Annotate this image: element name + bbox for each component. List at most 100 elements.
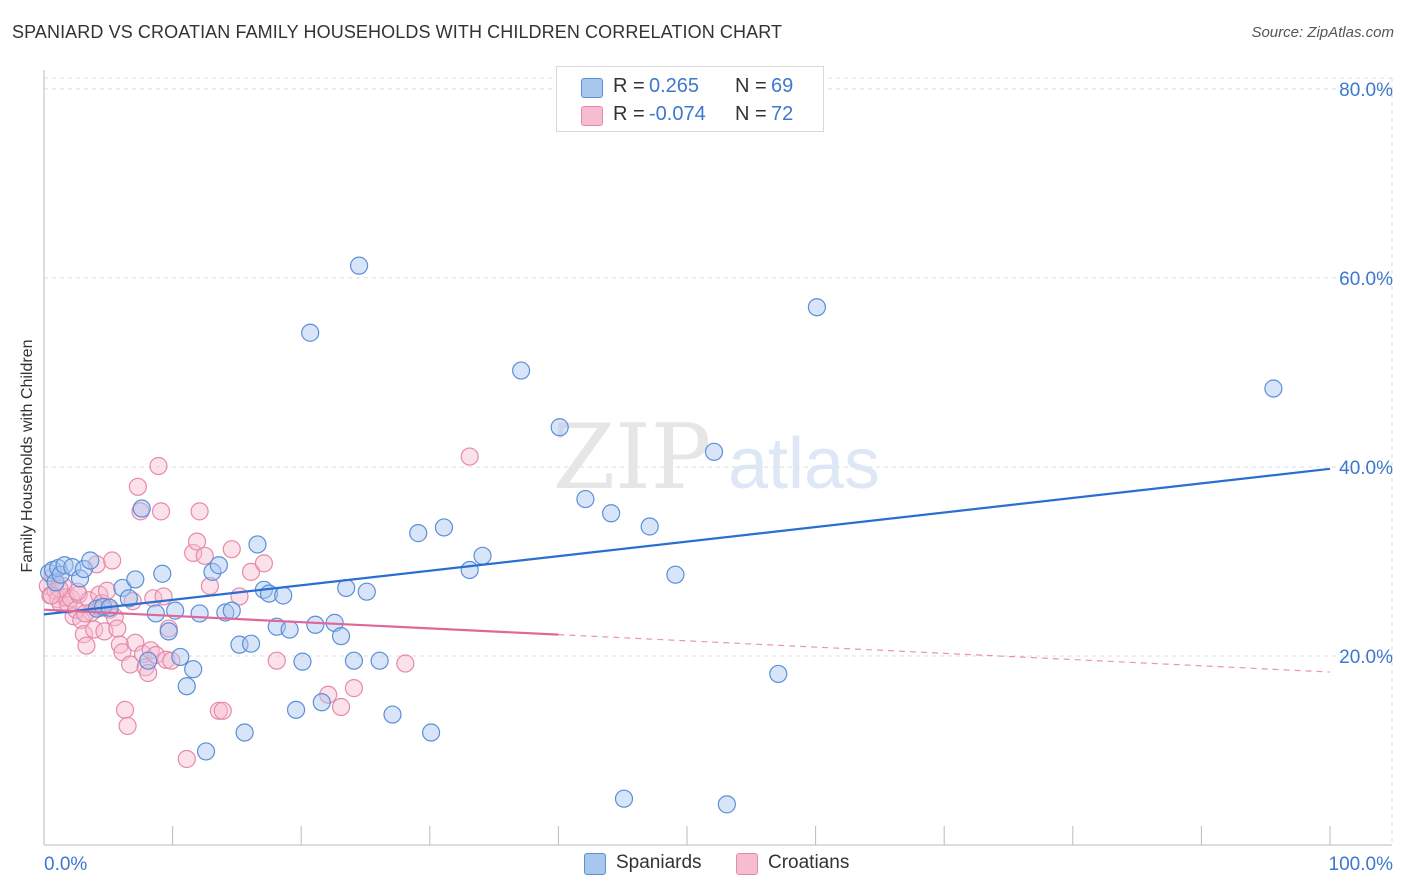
legend-label: Croatians <box>768 852 850 873</box>
source-label: Source: ZipAtlas.com <box>1251 24 1394 41</box>
croatian-point <box>241 562 261 581</box>
croatian-point <box>97 581 117 600</box>
croatian-point <box>103 551 122 570</box>
n-value: 69 <box>771 75 794 97</box>
watermark-atlas: atlas <box>728 424 880 504</box>
spaniard-point <box>196 742 216 761</box>
spaniard-point <box>81 551 100 570</box>
croatians-trend-line-extension <box>558 634 1331 673</box>
croatian-point <box>149 456 168 476</box>
croatian-point <box>157 650 176 669</box>
croatians-trend-line <box>43 608 559 636</box>
spaniard-point <box>209 556 228 575</box>
spaniard-point <box>409 524 428 543</box>
spaniard-point <box>146 604 165 623</box>
axes <box>43 70 1392 846</box>
croatian-point <box>187 532 207 551</box>
spaniard-point <box>113 578 132 598</box>
trend-lines <box>43 467 1331 673</box>
croatian-point <box>74 625 93 644</box>
spaniard-point <box>235 723 254 742</box>
croatian-point <box>77 636 96 655</box>
croatians-swatch <box>736 853 758 875</box>
chart-title: SPANIARD VS CROATIAN FAMILY HOUSEHOLDS W… <box>12 22 783 42</box>
spaniard-point <box>769 664 788 684</box>
spaniard-point <box>126 570 145 589</box>
croatian-point <box>396 654 415 673</box>
spaniard-point <box>312 693 331 712</box>
croatian-point <box>115 700 135 719</box>
spaniard-point <box>293 652 312 671</box>
croatian-point <box>319 685 338 704</box>
croatians-swatch <box>581 106 603 126</box>
spaniard-point <box>274 586 293 605</box>
y-axis-label: Family Households with Children <box>19 339 36 573</box>
r-value: -0.074 <box>649 103 706 125</box>
spaniard-point <box>184 660 203 679</box>
n-label: N = <box>735 75 767 97</box>
croatian-point <box>184 543 203 563</box>
spaniard-point <box>159 622 178 641</box>
spaniard-point <box>139 651 158 670</box>
stats-row-spaniards: R = 0.265 N = 69 <box>557 73 823 101</box>
spaniard-point <box>383 705 402 724</box>
spaniard-point <box>203 562 222 581</box>
n-value: 72 <box>771 103 794 125</box>
croatian-point <box>177 749 196 769</box>
spaniard-point <box>602 504 621 523</box>
croatian-point <box>344 679 364 698</box>
spaniard-point <box>1264 379 1283 398</box>
croatian-point <box>151 502 171 521</box>
spaniard-point <box>357 582 376 601</box>
watermark-zip: ZIP <box>553 405 712 510</box>
spaniard-point <box>248 535 267 554</box>
spaniard-point <box>344 651 364 670</box>
croatian-point <box>331 697 351 717</box>
y-tick-label: 60.0% <box>1339 269 1393 290</box>
r-label: R = <box>613 103 645 125</box>
stats-legend: R = 0.265 N = 69 R = -0.074 N = 72 <box>556 66 824 132</box>
spaniard-point <box>614 789 634 808</box>
spaniard-point <box>190 604 209 623</box>
spaniard-point <box>331 627 351 646</box>
spaniard-point <box>153 564 172 583</box>
spaniard-point <box>70 569 90 588</box>
spaniard-point <box>286 700 306 719</box>
croatian-point <box>209 701 228 720</box>
spaniard-point <box>370 651 389 670</box>
y-tick-label: 40.0% <box>1339 458 1393 479</box>
y-tick-labels: 20.0% 40.0% 60.0% 80.0% <box>1339 80 1393 668</box>
spaniard-point <box>640 517 659 536</box>
croatian-point <box>162 651 181 670</box>
x-tick-labels: 0.0% 100.0% <box>44 854 1393 875</box>
spaniard-point <box>171 647 190 667</box>
spaniard-point <box>512 361 531 380</box>
croatian-point <box>121 655 140 674</box>
croatian-point <box>68 582 87 601</box>
spaniard-point <box>550 418 569 437</box>
croatian-point <box>213 701 232 720</box>
r-label: R = <box>613 75 645 97</box>
spaniard-point <box>280 620 299 639</box>
spaniard-point <box>306 615 325 634</box>
legend-label: Spaniards <box>616 852 702 873</box>
spaniard-point <box>717 795 736 814</box>
r-value: 0.265 <box>649 75 700 97</box>
spaniard-point <box>434 518 454 537</box>
croatian-point <box>267 651 286 670</box>
spaniard-point <box>241 634 261 653</box>
spaniard-point <box>576 489 595 509</box>
x-tick-label: 0.0% <box>44 854 87 875</box>
spaniard-point <box>704 442 724 461</box>
spaniards-swatch <box>581 78 603 98</box>
croatian-point <box>190 502 209 521</box>
n-label: N = <box>735 103 767 125</box>
spaniards-trend-line <box>43 467 1331 616</box>
croatian-point <box>195 546 214 565</box>
spaniard-point <box>807 298 826 317</box>
spaniard-point <box>421 723 441 742</box>
spaniards-points <box>40 256 1283 814</box>
y-tick-label: 80.0% <box>1339 80 1393 101</box>
croatian-point <box>254 554 274 573</box>
